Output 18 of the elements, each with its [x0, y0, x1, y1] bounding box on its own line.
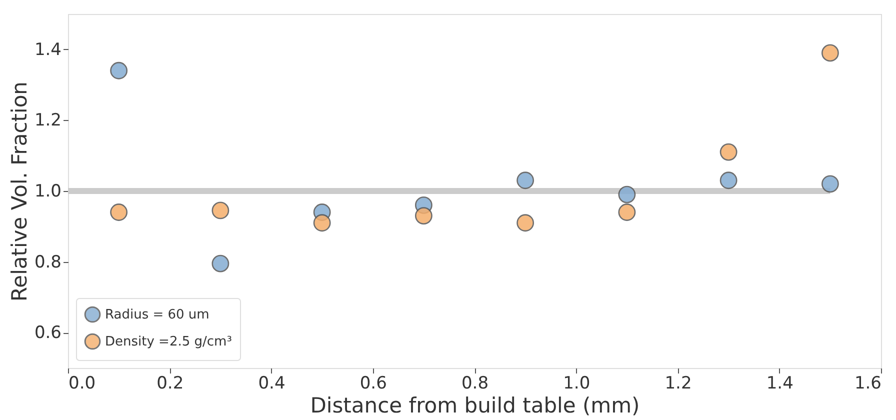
y-tick-label: 1.0	[34, 182, 62, 202]
y-tick-label: 1.2	[34, 110, 62, 131]
y-tick-label: 0.8	[34, 252, 62, 272]
x-tick-label: 1.6	[854, 374, 882, 394]
y-tick-label: 1.4	[34, 40, 62, 60]
x-axis-title: Distance from build table (mm)	[310, 394, 640, 418]
x-tick-label: 0.0	[68, 374, 96, 394]
x-tick-label: 0.6	[360, 374, 387, 394]
x-tick-label: 0.4	[258, 374, 286, 394]
x-tick-label: 0.8	[461, 374, 489, 394]
x-tick-label: 1.2	[664, 374, 692, 394]
legend-label: Radius = 60 um	[105, 308, 210, 322]
x-tick-label: 1.0	[563, 374, 590, 394]
legend-label: Density =2.5 g/cm³	[105, 334, 232, 350]
x-tick-label: 0.2	[156, 374, 184, 394]
y-tick-label: 0.6	[34, 323, 62, 344]
x-tick-label: 1.4	[766, 374, 794, 394]
y-axis-title: Relative Vol. Fraction	[7, 82, 32, 302]
